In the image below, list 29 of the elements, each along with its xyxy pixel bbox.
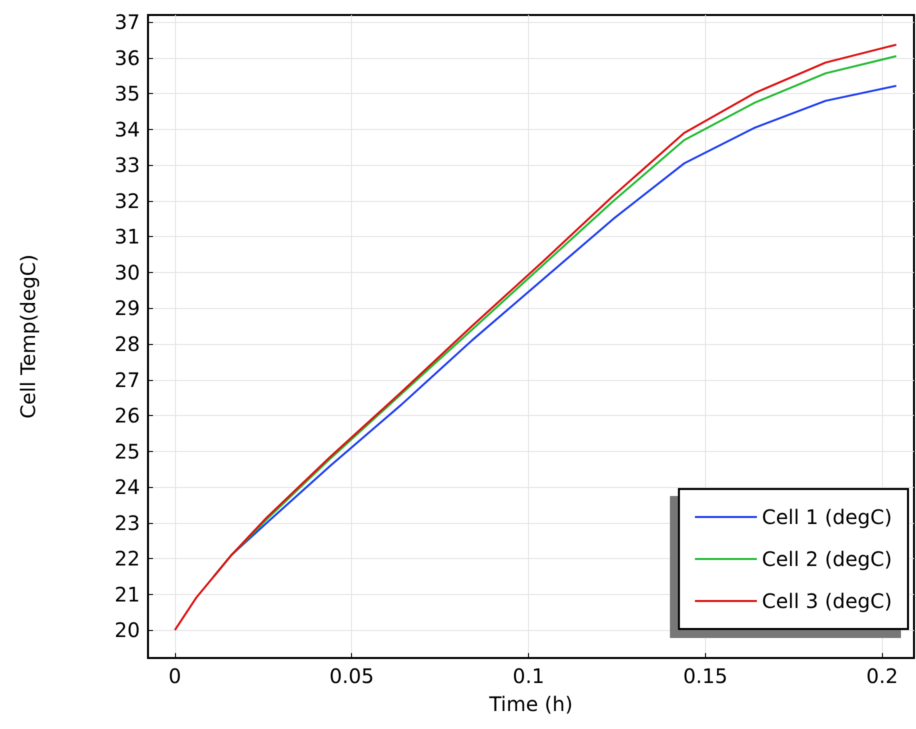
x-tick-label: 0.15 [683,664,728,688]
y-tick-label: 34 [114,117,140,142]
y-tick-label: 23 [114,510,140,535]
y-tick-label: 24 [114,475,140,500]
x-tick-label: 0 [168,664,182,688]
x-tick-label: 0.05 [329,664,374,688]
y-tick-label: 31 [114,224,140,249]
x-tick-label: 0.1 [512,664,544,688]
y-tick-label: 33 [114,153,140,178]
legend-label: Cell 3 (degC) [762,589,892,613]
y-tick-label: 30 [114,260,140,284]
y-axis-title: Cell Temp(degC) [16,254,40,419]
y-tick-label: 35 [114,82,140,106]
y-tick-label: 27 [114,368,140,392]
y-tick-label: 22 [114,546,140,571]
y-tick-label: 36 [114,46,140,70]
y-tick-label: 25 [114,439,140,464]
legend-label: Cell 1 (degC) [762,505,892,529]
y-tick-label: 20 [114,618,140,642]
y-tick-label: 37 [114,10,140,34]
y-tick-label: 32 [114,188,140,213]
legend-label: Cell 2 (degC) [762,547,892,571]
x-axis-title: Time (h) [488,692,573,716]
line-series [174,44,898,632]
y-tick-label: 21 [114,582,140,606]
y-tick-label: 26 [114,404,140,428]
x-tick-label: 0.2 [866,664,898,688]
y-tick-label: 28 [114,332,140,356]
y-tick-label: 29 [114,296,140,320]
